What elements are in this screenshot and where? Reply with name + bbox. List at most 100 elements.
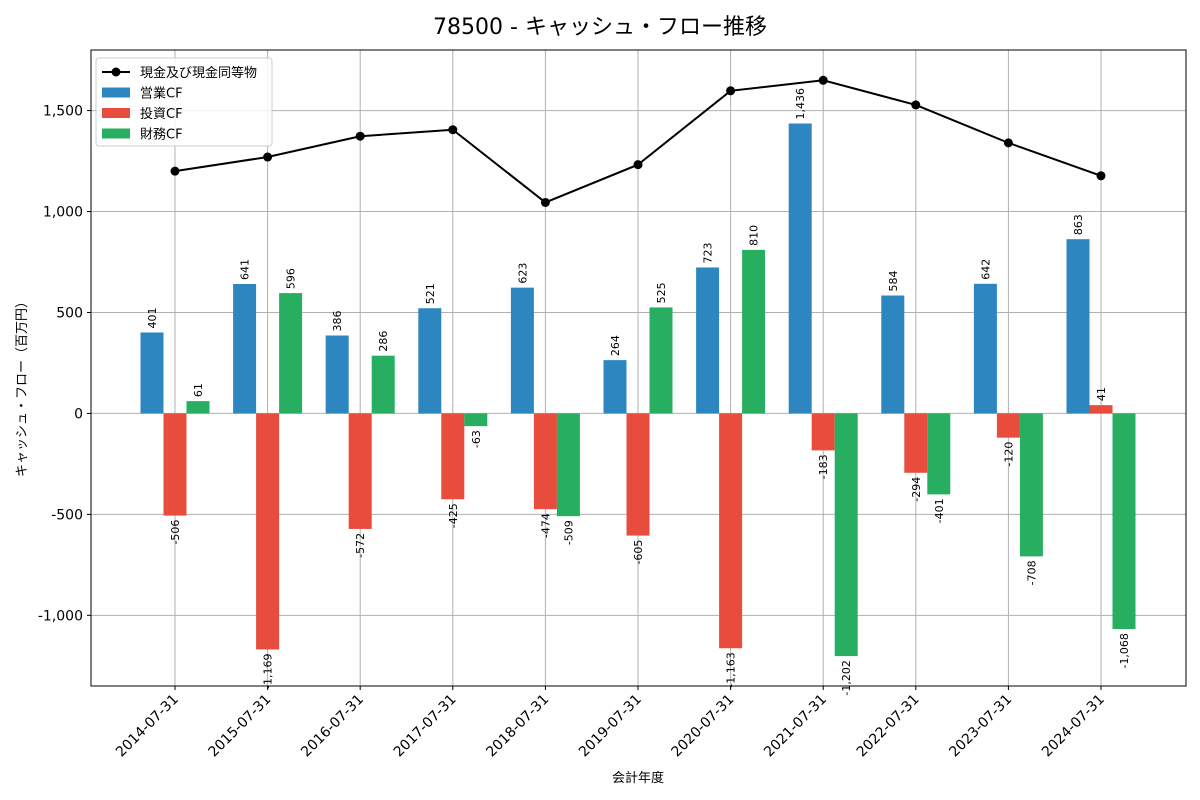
bar bbox=[186, 401, 210, 414]
bar bbox=[1112, 413, 1136, 630]
bar bbox=[696, 267, 720, 414]
legend-box bbox=[95, 57, 273, 147]
data-label: -509 bbox=[562, 520, 575, 545]
cash-point bbox=[911, 100, 921, 110]
bar bbox=[881, 295, 905, 414]
data-label: 525 bbox=[655, 282, 668, 303]
cash-point bbox=[448, 125, 458, 135]
data-label: 401 bbox=[146, 307, 159, 328]
data-label: 810 bbox=[748, 225, 761, 246]
legend-swatch bbox=[102, 87, 130, 98]
bar bbox=[418, 308, 442, 414]
bar bbox=[603, 360, 627, 414]
data-label: -120 bbox=[1002, 442, 1015, 467]
x-tick-label: 2024-07-31 bbox=[1039, 692, 1108, 761]
y-tick-label: 0 bbox=[74, 406, 83, 422]
data-label: -474 bbox=[539, 513, 552, 538]
bar bbox=[927, 413, 951, 495]
bar bbox=[510, 287, 534, 414]
cash-point bbox=[1096, 171, 1106, 181]
data-label: -1,163 bbox=[725, 652, 738, 687]
legend-marker bbox=[111, 67, 121, 77]
y-tick-label: 1,500 bbox=[43, 104, 83, 120]
bar bbox=[533, 413, 557, 510]
data-label: 584 bbox=[887, 271, 900, 292]
bar bbox=[556, 413, 580, 517]
x-tick-label: 2017-07-31 bbox=[391, 692, 460, 761]
data-label: -708 bbox=[1025, 560, 1038, 585]
data-label: 641 bbox=[239, 259, 252, 280]
bar bbox=[742, 249, 766, 414]
x-tick-label: 2019-07-31 bbox=[576, 692, 645, 761]
bar bbox=[649, 307, 673, 414]
bar bbox=[1066, 239, 1090, 414]
y-axis: -1,000 -500 0 500 1,000 1,500 bbox=[38, 104, 91, 624]
x-axis: 2014-07-31 2015-07-31 2016-07-31 2017-07-31… bbox=[113, 686, 1108, 760]
legend-label: 営業CF bbox=[140, 86, 183, 102]
bar bbox=[464, 413, 488, 427]
legend-swatch bbox=[102, 108, 130, 118]
data-label: 596 bbox=[285, 268, 298, 289]
x-tick-label: 2021-07-31 bbox=[761, 692, 830, 761]
data-label: 61 bbox=[192, 383, 205, 397]
data-label: -1,169 bbox=[262, 653, 275, 688]
bar bbox=[904, 413, 928, 473]
data-label: -294 bbox=[910, 477, 923, 502]
bar bbox=[140, 332, 164, 414]
y-tick-label: -500 bbox=[51, 507, 83, 523]
data-label: -183 bbox=[817, 454, 830, 479]
data-label: -401 bbox=[933, 498, 946, 523]
data-label: -605 bbox=[632, 540, 645, 565]
x-tick-label: 2020-07-31 bbox=[669, 692, 738, 761]
y-axis-label: キャッシュ・フロー（百万円） bbox=[15, 295, 30, 477]
bar bbox=[788, 123, 812, 414]
data-label: -572 bbox=[354, 533, 367, 558]
cash-line-layer bbox=[170, 75, 1106, 207]
cash-point bbox=[170, 166, 180, 176]
data-label: -1,202 bbox=[840, 660, 853, 695]
bar bbox=[811, 413, 835, 451]
chart-title: 78500 - キャッシュ・フロー推移 bbox=[433, 15, 767, 40]
bar bbox=[279, 293, 303, 414]
data-label: -1,068 bbox=[1118, 633, 1131, 668]
data-label: 723 bbox=[702, 242, 715, 263]
legend-swatch bbox=[102, 128, 130, 139]
data-label: 286 bbox=[377, 331, 390, 352]
x-tick-label: 2016-07-31 bbox=[298, 692, 367, 761]
cash-point bbox=[1003, 138, 1013, 148]
data-label: 521 bbox=[424, 283, 437, 304]
bars-layer bbox=[140, 123, 1136, 657]
bar bbox=[441, 413, 465, 500]
data-label: -63 bbox=[470, 430, 483, 448]
cash-point bbox=[263, 152, 273, 162]
cash-point bbox=[818, 75, 828, 85]
x-axis-label: 会計年度 bbox=[612, 770, 664, 786]
cash-point bbox=[540, 197, 550, 207]
bar bbox=[1089, 405, 1113, 414]
y-tick-label: -1,000 bbox=[38, 608, 83, 624]
bar bbox=[996, 413, 1020, 438]
bar bbox=[834, 413, 858, 657]
data-label: 264 bbox=[609, 335, 622, 356]
legend-label: 財務CF bbox=[140, 128, 183, 143]
legend-label: 現金及び現金同等物 bbox=[140, 65, 257, 81]
data-label: -506 bbox=[169, 520, 182, 545]
bar bbox=[256, 413, 280, 650]
bar bbox=[719, 413, 743, 649]
x-tick-label: 2014-07-31 bbox=[113, 692, 182, 761]
x-tick-label: 2015-07-31 bbox=[206, 692, 275, 761]
legend-label: 投資CF bbox=[140, 106, 183, 122]
cash-point bbox=[355, 131, 365, 141]
data-label: 41 bbox=[1095, 387, 1108, 401]
data-label: 863 bbox=[1072, 214, 1085, 235]
bar bbox=[348, 413, 372, 529]
bar bbox=[163, 413, 187, 516]
bar bbox=[233, 284, 257, 414]
data-label: 623 bbox=[516, 263, 529, 284]
data-label: 1,436 bbox=[794, 88, 807, 120]
data-label: 642 bbox=[979, 259, 992, 280]
x-tick-label: 2023-07-31 bbox=[946, 692, 1015, 761]
bar bbox=[325, 335, 349, 414]
